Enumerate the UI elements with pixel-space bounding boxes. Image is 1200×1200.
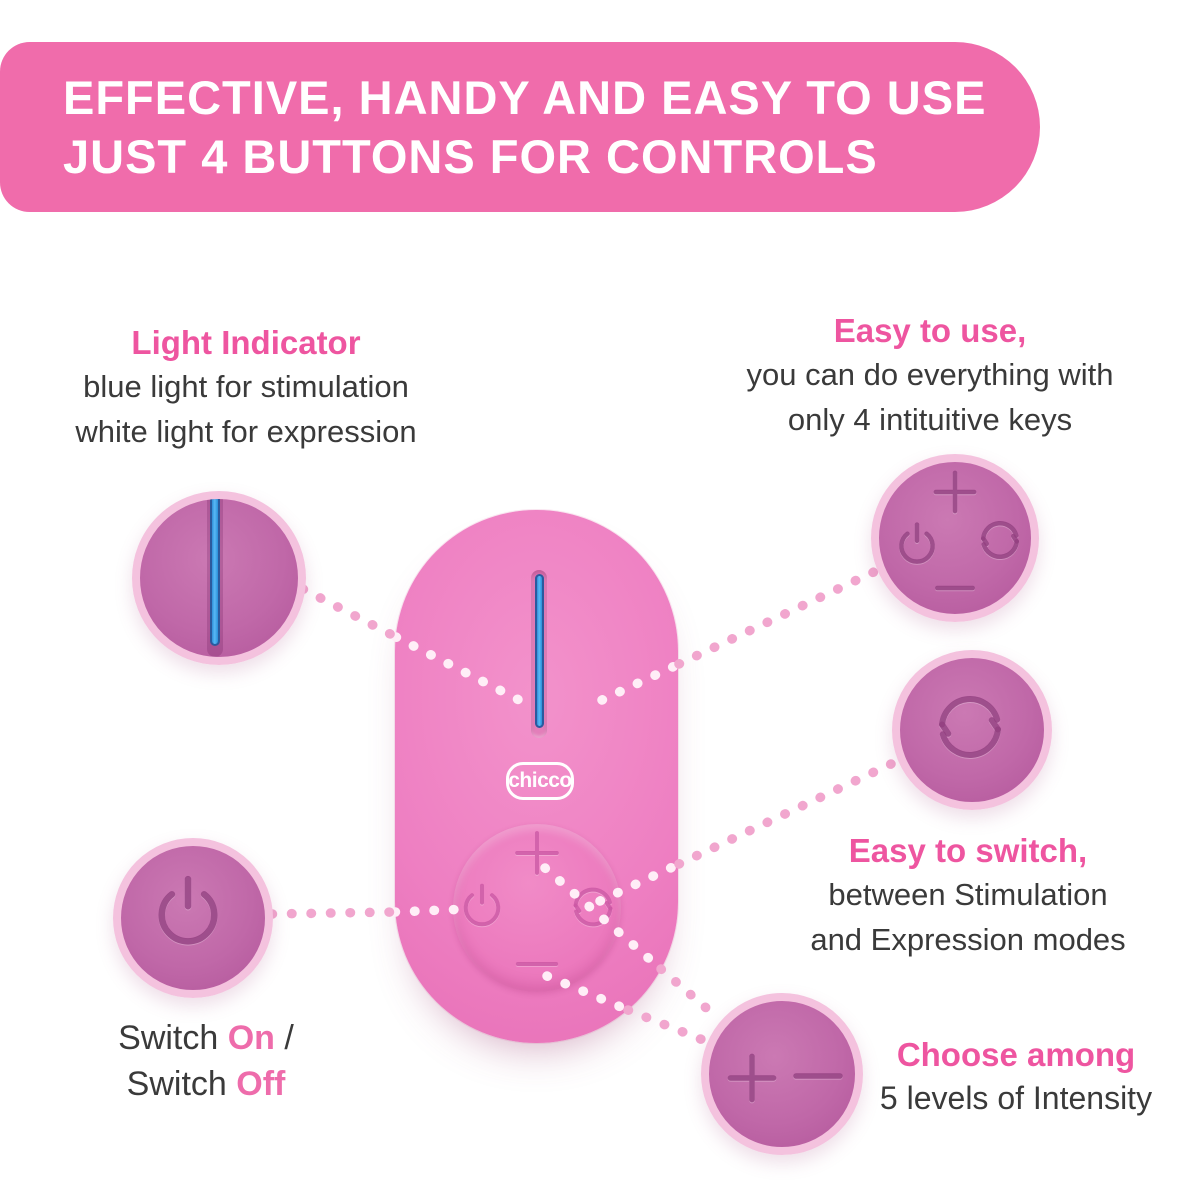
bubble-light-indicator (132, 491, 306, 665)
plus-icon (727, 1053, 777, 1103)
choose-intensity-line: 5 levels of Intensity (879, 1080, 1153, 1116)
light-indicator-line-2: white light for expression (75, 414, 417, 449)
switch-on-prefix: Switch (118, 1019, 228, 1057)
plus-icon (933, 470, 977, 514)
easy-to-use-line-1: you can do everything with (746, 357, 1114, 392)
connector-light-indicator (298, 584, 401, 642)
header-banner: EFFECTIVE, HANDY AND EASY TO USE JUST 4 … (0, 42, 1040, 212)
choose-intensity-title: Choose among (896, 1036, 1136, 1073)
bubble-light-clip (140, 499, 298, 657)
bubble-intensity (701, 993, 863, 1155)
easy-to-switch-line-1: between Stimulation (828, 877, 1108, 912)
bubble-power (113, 838, 273, 998)
callout-choose-intensity: Choose among 5 levels of Intensity (880, 1034, 1152, 1121)
switch-off-prefix: Switch (126, 1065, 237, 1103)
easy-to-use-line-2: only 4 intituitive keys (787, 402, 1073, 437)
minus-icon (515, 961, 559, 967)
chicco-logo: chicco (506, 762, 574, 800)
switch-on-accent: On (227, 1019, 275, 1057)
callout-easy-to-switch: Easy to switch, between Stimulation and … (810, 830, 1125, 962)
power-icon (158, 875, 218, 945)
header-line-1: EFFECTIVE, HANDY AND EASY TO USE (63, 71, 987, 125)
control-pad (453, 824, 621, 992)
header-line-2: JUST 4 BUTTONS FOR CONTROLS (63, 129, 878, 183)
pump-device: chicco (395, 510, 678, 1043)
connector-minus (623, 1005, 708, 1045)
power-icon (899, 522, 935, 564)
switch-off-accent: Off (236, 1065, 286, 1103)
switch-on-suffix: / (274, 1019, 294, 1057)
mode-switch-icon (980, 521, 1020, 559)
mode-switch-icon (939, 696, 1001, 758)
easy-to-use-title: Easy to use, (833, 312, 1027, 349)
easy-to-switch-title: Easy to switch, (848, 832, 1088, 869)
callout-light-indicator: Light Indicator blue light for stimulati… (75, 322, 416, 454)
connector-keys (674, 565, 883, 669)
bubble-mode-switch (892, 650, 1052, 810)
mode-switch-icon (573, 887, 613, 927)
bubble-four-buttons (871, 454, 1039, 622)
switch-off-line: Switch Off (118, 1061, 294, 1107)
easy-to-switch-line-2: and Expression modes (810, 922, 1126, 957)
minus-icon (793, 1073, 843, 1079)
power-icon (463, 883, 501, 927)
connector-plus (656, 964, 724, 1024)
callout-easy-to-use: Easy to use, you can do everything with … (746, 310, 1113, 442)
callout-switch-on-off: Switch On / Switch Off (118, 1015, 294, 1107)
minus-icon (935, 585, 975, 591)
plus-icon (515, 831, 559, 875)
light-indicator-line-1: blue light for stimulation (83, 369, 409, 404)
switch-on-line: Switch On / (118, 1015, 294, 1061)
light-indicator-title: Light Indicator (131, 324, 361, 361)
light-indicator-strip (534, 574, 544, 728)
connector-power (267, 907, 400, 919)
light-indicator-strip-zoom (210, 499, 220, 646)
